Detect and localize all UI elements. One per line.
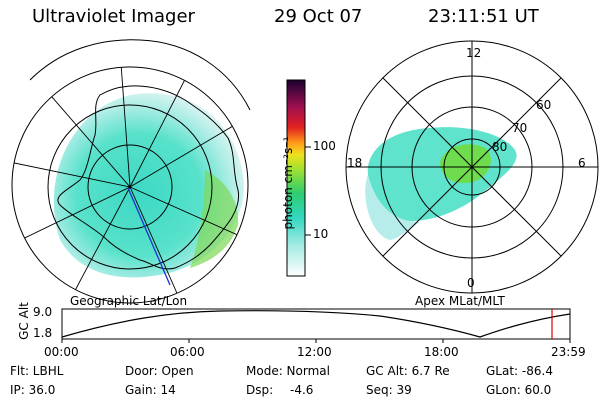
altitude-ytick-high: 9.0 (33, 305, 53, 319)
geographic-panel-label: Geographic Lat/Lon (70, 294, 188, 308)
mlat-label-60: 60 (536, 98, 552, 112)
door-status: Door: Open (125, 364, 194, 378)
time-tick-0000: 00:00 (44, 345, 79, 359)
altitude-ylabel: GC Alt (17, 302, 31, 340)
mlt-label-12: 12 (466, 46, 482, 60)
mlt-label-6: 6 (578, 156, 586, 170)
filter-value: Flt: LBHL (10, 364, 64, 378)
instrument-title: Ultraviolet Imager (32, 6, 195, 27)
time-tick-1200: 12:00 (297, 345, 332, 359)
geographic-latitude: GLat: -86.4 (486, 364, 553, 378)
dsp-label: Dsp: (246, 383, 274, 397)
time-tick-1800: 18:00 (424, 345, 459, 359)
colorbar-tick-100: 100 (313, 139, 336, 153)
magnetic-panel-label: Apex MLat/MLT (415, 294, 505, 308)
dsp-value: -4.6 (290, 383, 314, 397)
observation-time: 23:11:51 UT (428, 6, 539, 27)
geographic-longitude: GLon: 60.0 (486, 383, 552, 397)
altitude-ytick-low: 1.8 (33, 326, 53, 340)
ip-value: IP: 36.0 (10, 383, 56, 397)
mode-value: Mode: Normal (246, 364, 330, 378)
time-tick-2359: 23:59 (551, 345, 586, 359)
observation-date: 29 Oct 07 (274, 6, 363, 27)
time-tick-0600: 06:00 (170, 345, 205, 359)
mlt-label-18: 18 (347, 156, 363, 170)
colorbar-tick-10: 10 (313, 227, 329, 241)
mlt-label-0: 0 (467, 276, 475, 290)
mlat-label-80: 80 (492, 140, 508, 154)
sequence-number: Seq: 39 (366, 383, 412, 397)
gain-value: Gain: 14 (125, 383, 176, 397)
mlat-label-70: 70 (512, 121, 528, 135)
gc-altitude: GC Alt: 6.7 Re (366, 364, 450, 378)
